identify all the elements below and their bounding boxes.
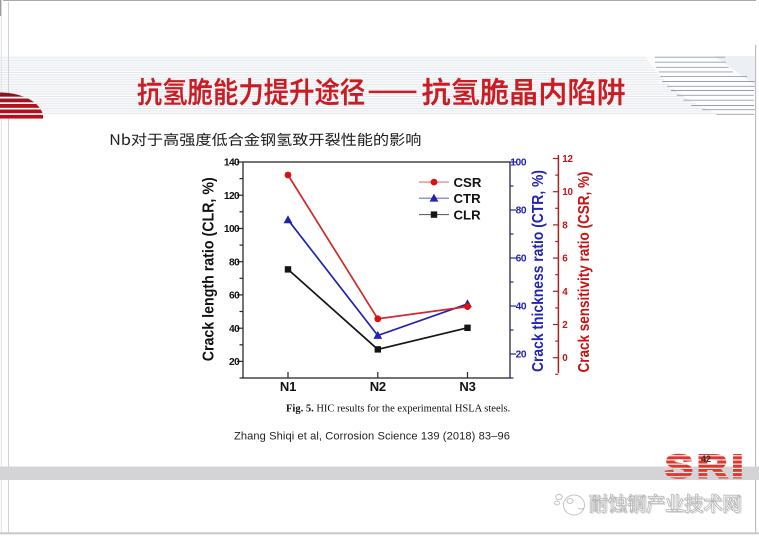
- svg-text:100: 100: [510, 158, 527, 169]
- svg-text:8: 8: [562, 220, 568, 231]
- svg-text:100: 100: [224, 224, 240, 235]
- svg-text:12: 12: [562, 154, 573, 165]
- svg-text:6: 6: [562, 254, 568, 265]
- svg-text:Crack thickness ratio (CTR, %): Crack thickness ratio (CTR, %): [530, 170, 547, 372]
- svg-text:120: 120: [224, 191, 240, 202]
- svg-text:42: 42: [701, 454, 711, 464]
- svg-text:60: 60: [229, 291, 240, 302]
- svg-text:Crack sensitivity ratio (CSR,: Crack sensitivity ratio (CSR, %): [576, 172, 593, 373]
- svg-text:N1: N1: [280, 379, 296, 394]
- svg-text:40: 40: [229, 324, 240, 335]
- svg-text:20: 20: [516, 350, 527, 361]
- svg-text:CSR: CSR: [454, 175, 482, 190]
- svg-text:N3: N3: [459, 379, 475, 394]
- svg-text:60: 60: [516, 254, 527, 265]
- svg-text:0: 0: [562, 353, 568, 364]
- svg-text:80: 80: [516, 206, 527, 217]
- svg-text:40: 40: [516, 302, 527, 313]
- svg-text:SRI: SRI: [665, 448, 748, 484]
- svg-text:20: 20: [229, 357, 240, 368]
- svg-text:Fig. 5. HIC results for the ex: Fig. 5. HIC results for the experimental…: [286, 404, 510, 415]
- svg-text:10: 10: [562, 187, 573, 198]
- svg-text:Zhang Shiqi et al, Corrosion S: Zhang Shiqi et al, Corrosion Science 139…: [234, 430, 510, 442]
- svg-text:2: 2: [562, 320, 568, 331]
- svg-text:80: 80: [229, 257, 240, 268]
- svg-text:CLR: CLR: [454, 207, 482, 222]
- svg-text:N2: N2: [370, 379, 386, 394]
- svg-text:4: 4: [562, 287, 568, 298]
- svg-text:CTR: CTR: [454, 191, 482, 206]
- svg-text:140: 140: [224, 158, 240, 169]
- svg-text:Crack length ratio (CLR, %): Crack length ratio (CLR, %): [201, 177, 218, 361]
